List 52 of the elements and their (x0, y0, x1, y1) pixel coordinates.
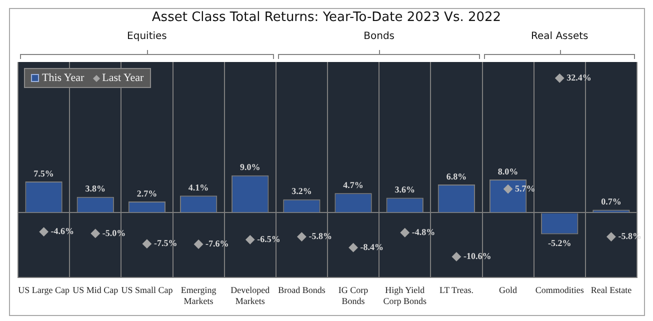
point (194, 240, 204, 249)
legend-label: Last Year (102, 72, 144, 84)
x-tick-label: Commodities (535, 285, 584, 296)
point (606, 232, 616, 242)
point (348, 243, 358, 252)
x-tick-label: LT Treas. (439, 285, 474, 296)
data-label: -7.5% (154, 238, 178, 248)
data-label: 6.8% (446, 171, 467, 182)
text: Real Assets (530, 31, 590, 42)
data-label: -5.8% (308, 231, 332, 242)
x-tick-label: Developed Markets (230, 285, 270, 306)
point (142, 239, 152, 248)
chart-title: Asset Class Total Returns: Year-To-Date 2023 Vs. 2022 (150, 10, 502, 25)
legend-label: This Year (42, 72, 84, 84)
x-tick-label: US Large Cap (18, 285, 70, 296)
point (90, 228, 100, 238)
data-label: -10.6% (463, 251, 492, 262)
x-tick-label: High Yield Corp Bonds (383, 285, 427, 306)
data-label: 3.2% (292, 186, 312, 196)
x-tick-label: Gold (499, 285, 518, 296)
data-label: 4.7% (343, 180, 364, 190)
data-label: 3.8% (85, 184, 106, 194)
point (400, 228, 410, 238)
data-label: 0.7% (601, 196, 622, 207)
data-label: 3.6% (394, 184, 415, 195)
x-tick-label: Broad Bonds (278, 285, 326, 296)
data-label: 4.1% (188, 182, 209, 192)
point (39, 227, 48, 236)
point (246, 235, 255, 244)
data-label: -4.8% (412, 226, 436, 237)
x-tick-label: IG Corp Bonds (338, 285, 369, 306)
point (297, 232, 306, 242)
data-label: 7.5% (34, 168, 54, 178)
text: Equities (126, 31, 168, 42)
data-label: -5.0% (102, 228, 126, 238)
data-label: -8.4% (360, 242, 384, 252)
data-label: -5.2% (548, 238, 572, 248)
data-label: 32.4% (566, 72, 592, 82)
data-label: -4.6% (50, 226, 74, 236)
text: Bonds (362, 31, 396, 42)
x-tick-label: Real Estate (590, 285, 632, 296)
data-label: 9.0% (240, 162, 260, 172)
point (504, 184, 513, 194)
data-label: -7.6% (206, 238, 229, 249)
x-tick-label: US Mid Cap (72, 285, 119, 296)
x-tick-label: Emerging Markets (180, 285, 217, 306)
data-label: 8.0% (498, 166, 518, 176)
point (452, 252, 461, 262)
x-tick-label: US Small Cap (121, 285, 174, 296)
point (555, 74, 564, 83)
data-label: -6.5% (257, 234, 280, 244)
data-label: 2.7% (136, 188, 158, 198)
